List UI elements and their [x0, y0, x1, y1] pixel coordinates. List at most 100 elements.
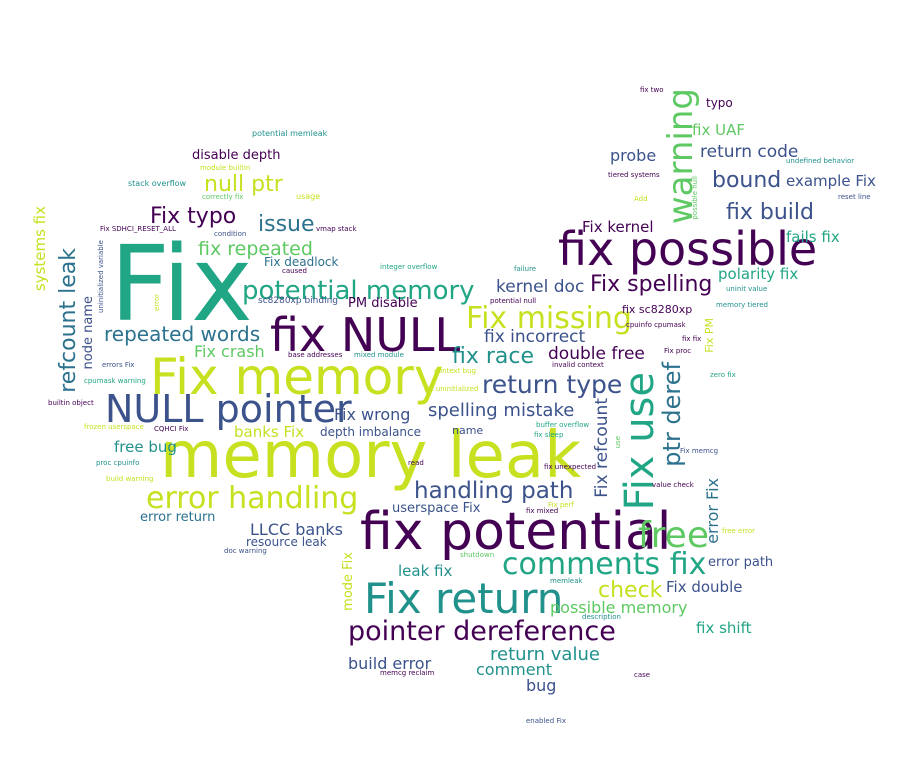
cloud-word: uninitialized variable [97, 240, 105, 313]
cloud-word: value check [652, 481, 694, 489]
cloud-word: shutdown [460, 551, 495, 559]
cloud-word: Add [634, 195, 648, 203]
cloud-word: check [598, 578, 663, 603]
cloud-word: module builtin [200, 164, 251, 172]
cloud-word: cpuinfo cpumask [626, 321, 686, 329]
cloud-word: integer overflow [380, 263, 438, 271]
cloud-word: potential memleak [252, 129, 328, 138]
cloud-word: Fix deadlock [264, 255, 339, 269]
cloud-word: CQHCI Fix [154, 425, 189, 433]
cloud-word: invalid context [552, 361, 604, 369]
cloud-word: Fix [110, 223, 253, 345]
cloud-word: builtin object [48, 399, 94, 407]
cloud-word: refcount leak [56, 248, 81, 393]
cloud-word: cpumask warning [84, 377, 146, 385]
cloud-word: Fix memory [150, 348, 444, 406]
cloud-word: fix mixed [526, 507, 559, 515]
cloud-word: issue [258, 212, 315, 237]
cloud-word: Fix perf [548, 501, 574, 509]
cloud-word: fix UAF [692, 121, 745, 139]
cloud-word: error path [708, 555, 774, 570]
cloud-word: Fix spelling [590, 272, 713, 297]
cloud-word: build warning [106, 475, 154, 483]
cloud-word: disable depth [192, 148, 281, 163]
cloud-word: fix incorrect [484, 327, 586, 347]
cloud-word: return code [700, 142, 799, 162]
cloud-word: fix NULL [270, 308, 461, 362]
cloud-word: doc warning [224, 547, 267, 555]
cloud-word: enabled Fix [526, 717, 567, 725]
cloud-word: null ptr [204, 172, 283, 197]
cloud-word: fix fix [682, 335, 702, 343]
cloud-word: zero fix [710, 371, 736, 379]
cloud-word: errors Fix [102, 361, 135, 369]
cloud-word: vmap stack [316, 225, 357, 233]
cloud-word: Fix uninitialized [424, 385, 479, 393]
cloud-word: typo [706, 96, 733, 110]
cloud-word: Fix wrong [334, 405, 411, 424]
cloud-word: handling path [414, 478, 574, 504]
cloud-word: return type [482, 370, 623, 399]
cloud-word: node name [81, 296, 96, 370]
cloud-word: potential null [490, 297, 537, 305]
cloud-word: free bug [114, 438, 177, 456]
cloud-word: build error [348, 654, 432, 673]
cloud-word: possible null [691, 176, 699, 220]
cloud-word: error return [140, 510, 216, 525]
cloud-word: free error [722, 527, 755, 535]
cloud-word: caused [282, 267, 307, 275]
cloud-word: bug [526, 676, 557, 695]
cloud-word: context bug [434, 367, 476, 375]
cloud-word: Fix return [364, 574, 564, 623]
cloud-word: Fix kernel [582, 218, 654, 236]
cloud-word: Fix use [617, 372, 663, 511]
cloud-word: fix potential [360, 502, 672, 562]
cloud-word: mixed module [354, 351, 404, 359]
cloud-word: return value [490, 644, 600, 665]
cloud-word: Fix double [666, 578, 743, 596]
cloud-word: depth imbalance [320, 425, 422, 439]
cloud-word: fails fix [786, 228, 840, 246]
cloud-word: userspace Fix [392, 501, 481, 516]
cloud-word: fix unexpected [544, 463, 597, 471]
cloud-word: usage [296, 192, 321, 201]
cloud-word: name [452, 424, 484, 437]
cloud-word: repeated words [104, 322, 261, 346]
cloud-word: Fix missing [466, 301, 632, 336]
cloud-word: error Fix [703, 478, 722, 544]
cloud-word: case [634, 671, 651, 679]
cloud-word: Fix typo [150, 204, 237, 229]
cloud-word: fix sc8280xp [622, 303, 693, 316]
cloud-word: fix repeated [198, 238, 313, 260]
cloud-word: fix shift [696, 619, 752, 637]
cloud-word: banks Fix [234, 423, 305, 441]
cloud-word: frozen userspace [84, 423, 144, 431]
cloud-word: error handling [146, 481, 359, 516]
cloud-word: memcg reclaim [380, 669, 435, 677]
cloud-word: correctly fix [202, 193, 244, 201]
cloud-word: fix two [640, 86, 664, 94]
cloud-word: mode Fix [341, 552, 356, 611]
cloud-word: leak fix [398, 562, 453, 580]
cloud-word: potential memory [242, 276, 475, 306]
cloud-word: Fix refcount [592, 398, 612, 498]
cloud-word: double free [548, 344, 645, 364]
cloud-word: stack overflow [128, 179, 187, 188]
cloud-word: base addresses [288, 351, 343, 359]
cloud-word: free [638, 515, 709, 556]
cloud-word: Fix proc [664, 347, 692, 355]
cloud-word: bound [712, 168, 782, 193]
cloud-word: pointer dereference [348, 616, 616, 647]
cloud-word: comments fix [502, 547, 707, 582]
cloud-word: sc8280xp binding [258, 296, 338, 306]
cloud-word: NULL pointer [105, 387, 352, 431]
cloud-word: memleak [550, 577, 583, 585]
cloud-word: failure [514, 265, 537, 273]
cloud-word: fix build [726, 200, 814, 225]
cloud-word: read [408, 459, 424, 467]
cloud-word: uninit value [726, 285, 768, 293]
cloud-word: buffer overflow [536, 421, 590, 429]
cloud-word: fix race [452, 344, 535, 369]
cloud-word: PM disable [348, 296, 418, 311]
